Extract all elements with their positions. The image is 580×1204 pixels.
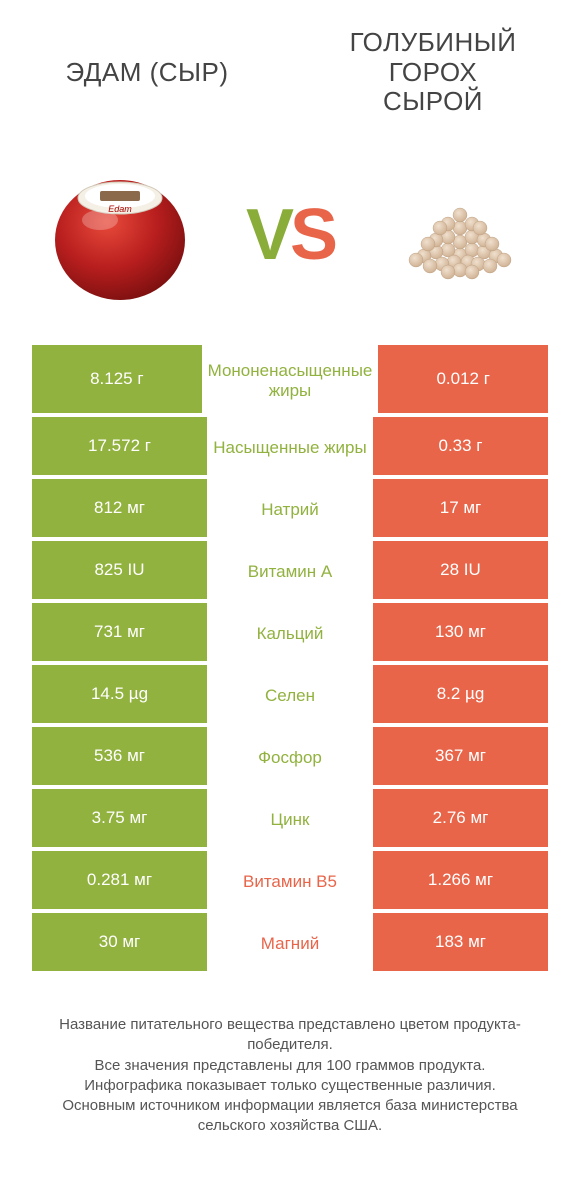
cheese-icon: Edam bbox=[45, 160, 195, 310]
value-right: 1.266 мг bbox=[373, 851, 548, 913]
table-row: 731 мгКальций130 мг bbox=[32, 603, 548, 665]
value-left: 3.75 мг bbox=[32, 789, 207, 851]
footer-notes: Название питательного вещества представл… bbox=[0, 975, 580, 1137]
footer-line-2: Все значения представлены для 100 граммо… bbox=[30, 1056, 550, 1076]
vs-v: V bbox=[246, 195, 290, 275]
hero-row: Edam VS bbox=[0, 135, 580, 345]
table-row: 8.125 гМононенасыщенные жиры0.012 г bbox=[32, 345, 548, 417]
vs-s: S bbox=[290, 195, 334, 275]
titles-row: ЭДАМ (СЫР) ГОЛУБИНЫЙ ГОРОХ СЫРОЙ bbox=[0, 0, 580, 135]
value-right: 183 мг bbox=[373, 913, 548, 975]
nutrient-label: Кальций bbox=[207, 603, 373, 665]
nutrient-label: Магний bbox=[207, 913, 373, 975]
nutrient-label: Селен bbox=[207, 665, 373, 727]
value-left: 812 мг bbox=[32, 479, 207, 541]
table-row: 17.572 гНасыщенные жиры0.33 г bbox=[32, 417, 548, 479]
value-left: 17.572 г bbox=[32, 417, 207, 479]
value-right: 2.76 мг bbox=[373, 789, 548, 851]
value-left: 536 мг bbox=[32, 727, 207, 789]
product-left-image: Edam bbox=[40, 155, 200, 315]
value-left: 0.281 мг bbox=[32, 851, 207, 913]
nutrient-label: Цинк bbox=[207, 789, 373, 851]
value-right: 367 мг bbox=[373, 727, 548, 789]
table-row: 825 IUВитамин A28 IU bbox=[32, 541, 548, 603]
table-row: 536 мгФосфор367 мг bbox=[32, 727, 548, 789]
value-left: 30 мг bbox=[32, 913, 207, 975]
value-right: 0.33 г bbox=[373, 417, 548, 479]
value-right: 8.2 µg bbox=[373, 665, 548, 727]
nutrient-label: Фосфор bbox=[207, 727, 373, 789]
title-right: ГОЛУБИНЫЙ ГОРОХ СЫРОЙ bbox=[316, 28, 550, 118]
table-row: 0.281 мгВитамин B51.266 мг bbox=[32, 851, 548, 913]
footer-line-1: Название питательного вещества представл… bbox=[30, 1015, 550, 1056]
value-right: 17 мг bbox=[373, 479, 548, 541]
value-left: 8.125 г bbox=[32, 345, 202, 417]
vs-label: VS bbox=[246, 194, 334, 276]
nutrient-label: Насыщенные жиры bbox=[207, 417, 373, 479]
comparison-table: 8.125 гМононенасыщенные жиры0.012 г17.57… bbox=[0, 345, 580, 975]
product-right-image bbox=[380, 155, 540, 315]
footer-line-3: Инфографика показывает только существенн… bbox=[30, 1076, 550, 1096]
footer-line-4: Основным источником информации является … bbox=[30, 1096, 550, 1137]
nutrient-label: Мононенасыщенные жиры bbox=[202, 345, 379, 417]
nutrient-label: Натрий bbox=[207, 479, 373, 541]
value-right: 130 мг bbox=[373, 603, 548, 665]
title-right-l3: СЫРОЙ bbox=[383, 86, 483, 116]
value-right: 28 IU bbox=[373, 541, 548, 603]
table-row: 30 мгМагний183 мг bbox=[32, 913, 548, 975]
value-left: 14.5 µg bbox=[32, 665, 207, 727]
title-right-l2: ГОРОХ bbox=[389, 57, 478, 87]
table-row: 812 мгНатрий17 мг bbox=[32, 479, 548, 541]
value-right: 0.012 г bbox=[378, 345, 548, 417]
value-left: 825 IU bbox=[32, 541, 207, 603]
title-right-l1: ГОЛУБИНЫЙ bbox=[350, 27, 517, 57]
table-row: 3.75 мгЦинк2.76 мг bbox=[32, 789, 548, 851]
nutrient-label: Витамин A bbox=[207, 541, 373, 603]
peas-icon bbox=[380, 180, 540, 290]
value-left: 731 мг bbox=[32, 603, 207, 665]
nutrient-label: Витамин B5 bbox=[207, 851, 373, 913]
title-left: ЭДАМ (СЫР) bbox=[30, 57, 264, 88]
table-row: 14.5 µgСелен8.2 µg bbox=[32, 665, 548, 727]
